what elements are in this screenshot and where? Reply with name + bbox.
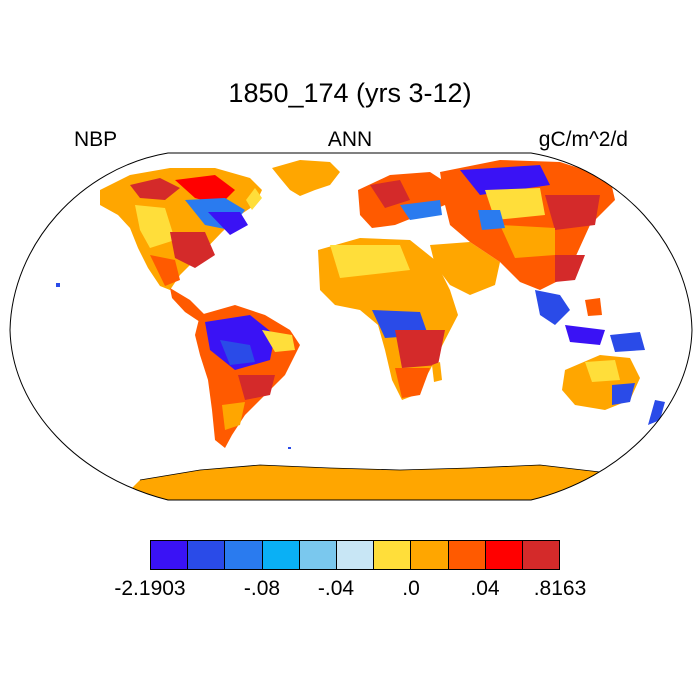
colorbar-label: .0: [402, 577, 420, 600]
colorbar-box-8: [448, 541, 486, 569]
colorbar-label: -.04: [317, 577, 355, 600]
colorbar-box-1: [188, 541, 226, 569]
colorbar-label: -.08: [243, 577, 281, 600]
colorbar-box-4: [299, 541, 337, 569]
colorbar: [150, 540, 560, 570]
antarctica: [120, 465, 660, 500]
colorbar-box-0: [151, 541, 189, 569]
colorbar-label-max: .8163: [533, 577, 587, 600]
colorbar-box-5: [336, 541, 375, 569]
map-border: [9, 152, 693, 501]
season-label: ANN: [327, 128, 373, 151]
colorbar-box-3: [262, 541, 300, 569]
colorbar-label-min: -2.1903: [114, 577, 186, 600]
colorbar-box-2: [225, 541, 263, 569]
central-america: [170, 288, 205, 322]
greenland: [272, 160, 340, 196]
colorbar-box-6: [374, 541, 412, 569]
colorbar-label: .04: [470, 577, 500, 600]
colorbar-box-7: [411, 541, 449, 569]
southeast-asia: [535, 290, 570, 325]
plot-title: 1850_174 (yrs 3-12): [228, 78, 472, 108]
variable-label: NBP: [74, 128, 118, 151]
arabia: [430, 242, 500, 295]
colorbar-box-10: [522, 541, 560, 569]
units-label: gC/m^2/d: [538, 128, 628, 151]
colorbar-box-9: [485, 541, 523, 569]
